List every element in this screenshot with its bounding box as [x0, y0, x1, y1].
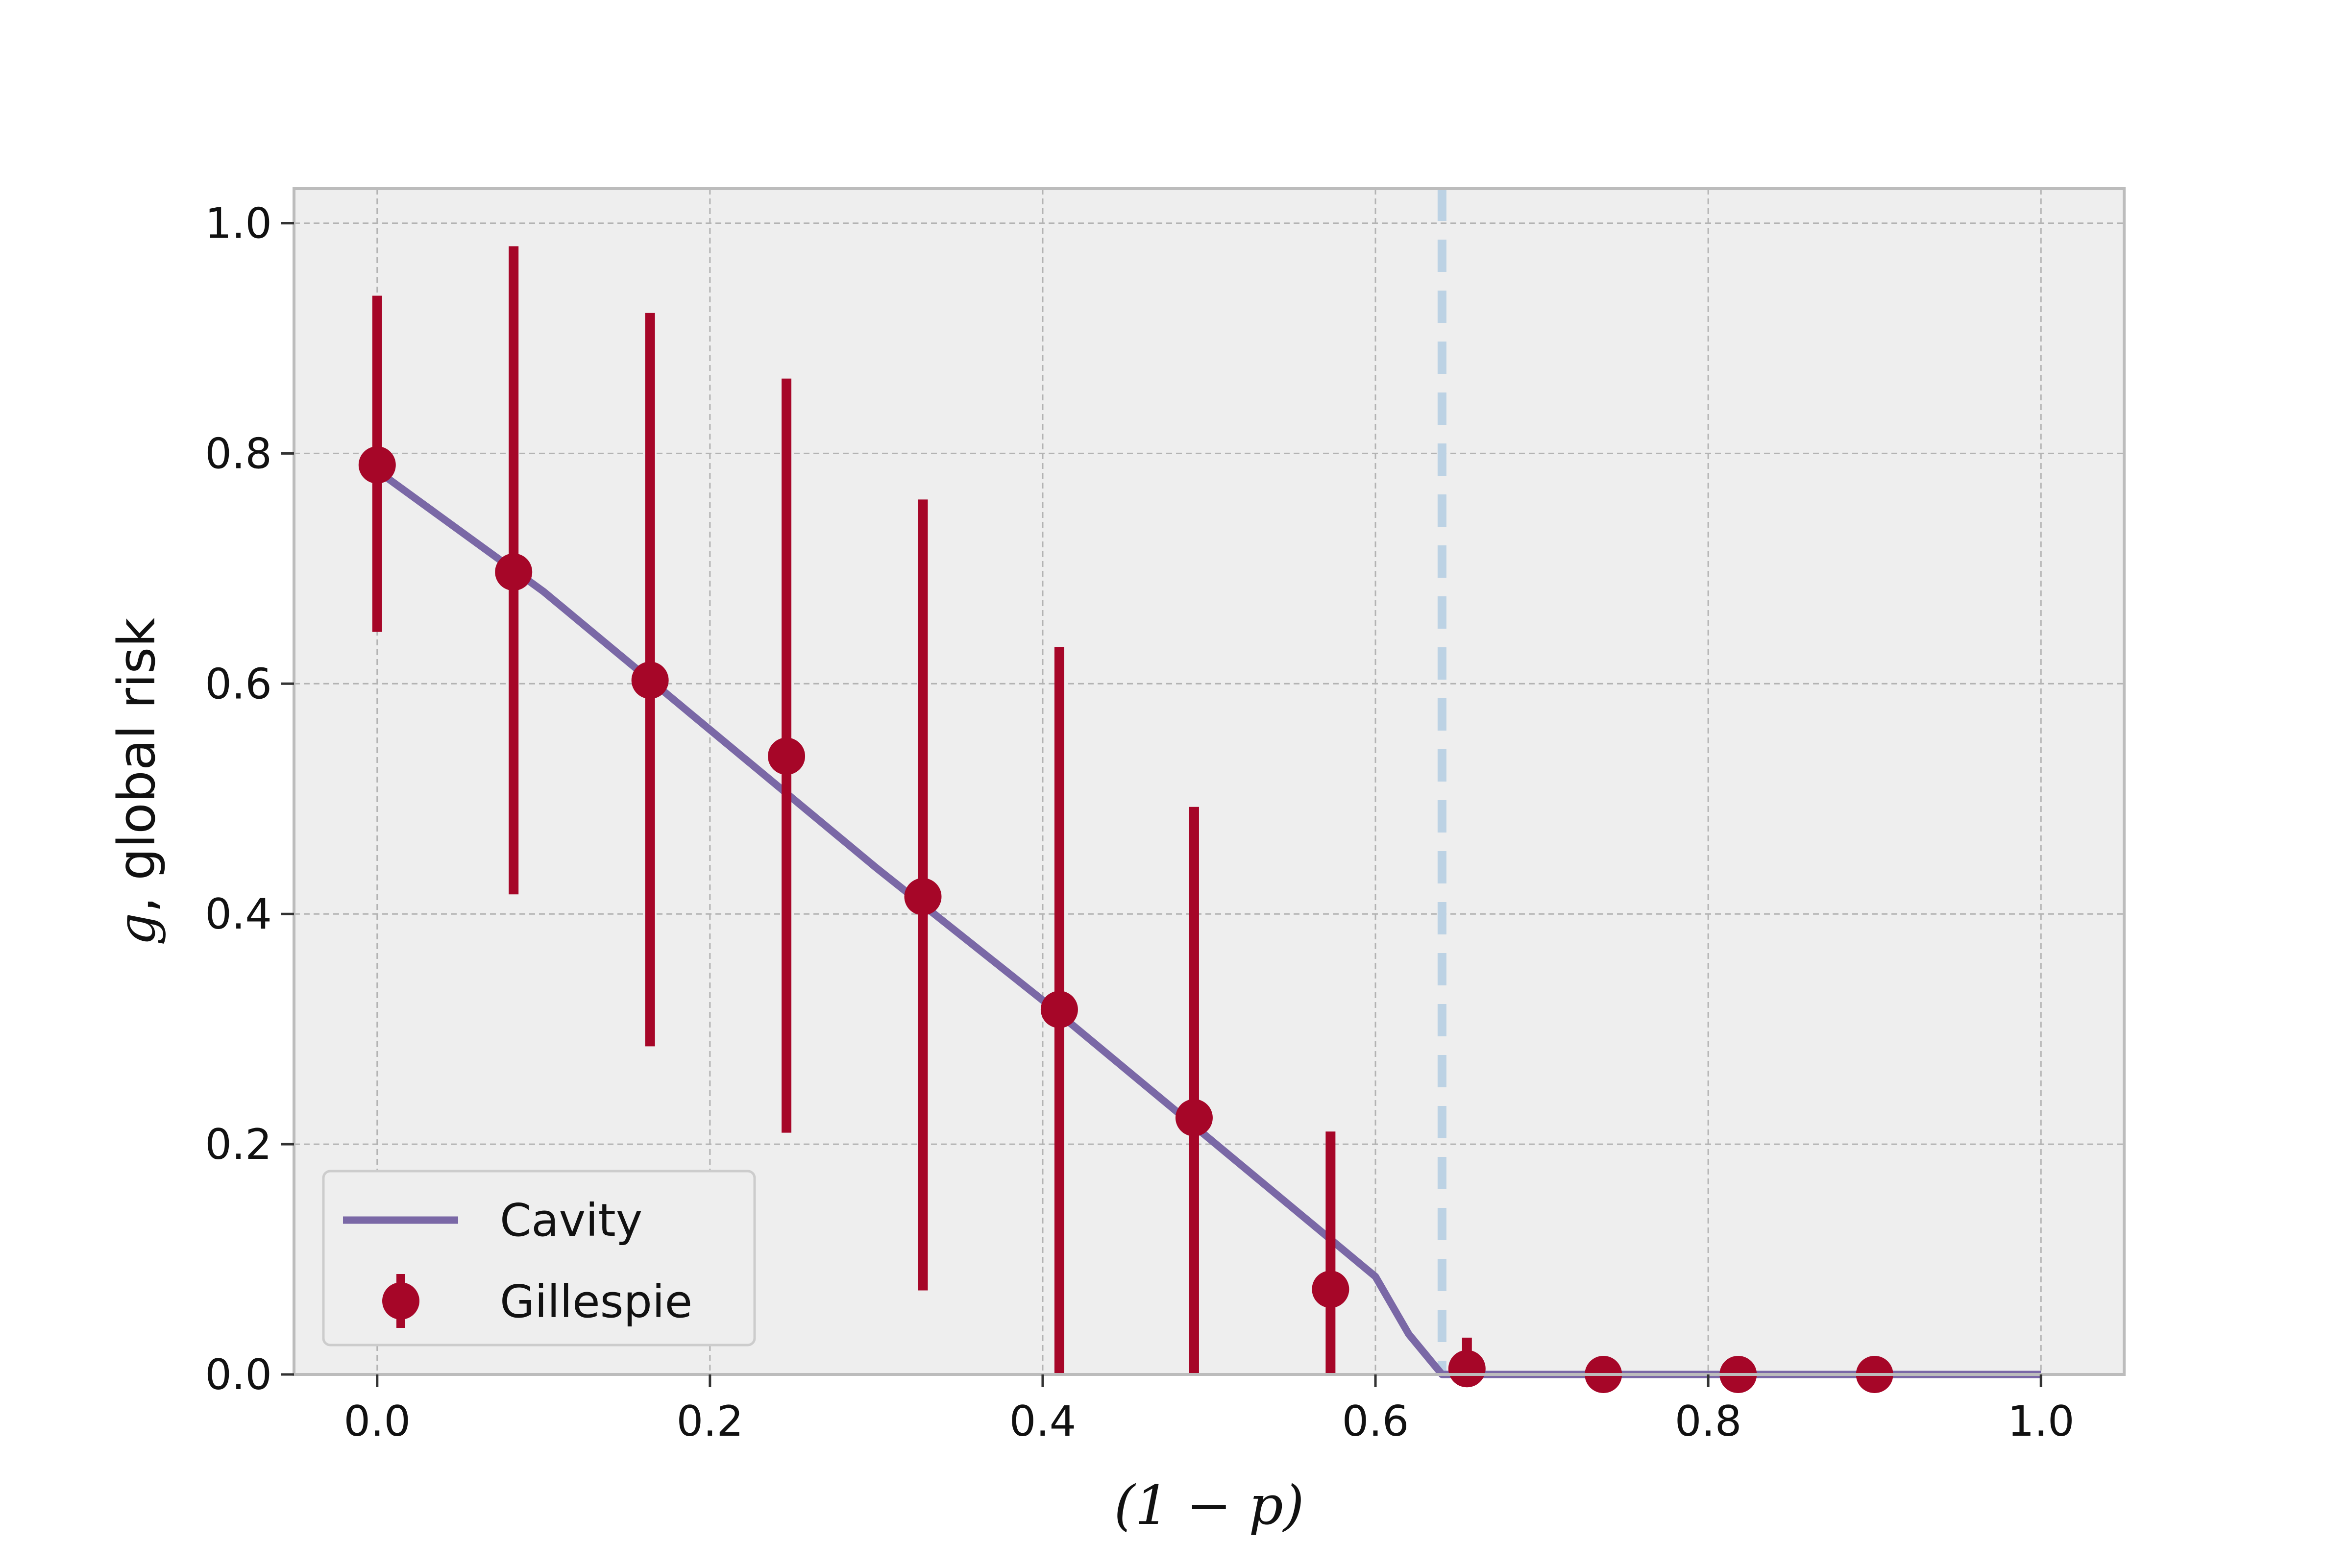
- y-axis: 0.0 0.2 0.4 0.6 0.8 1.0: [205, 199, 294, 1399]
- x-axis-label: (1 − p): [1114, 1474, 1304, 1537]
- svg-text:g, global risk: g, global risk: [107, 618, 167, 946]
- plot-frame: [293, 187, 2126, 1376]
- x-tick-label: 0.6: [1342, 1397, 1409, 1446]
- gillespie-point: [631, 662, 669, 699]
- x-tick-label: 0.8: [1675, 1397, 1742, 1446]
- legend-gillespie-label: Gillespie: [500, 1275, 692, 1328]
- y-axis-label-variable: g: [107, 913, 167, 946]
- y-axis-label: g, global risk: [107, 618, 167, 946]
- x-tick-label: 0.4: [1009, 1397, 1077, 1446]
- legend-gillespie-marker-swatch: [382, 1282, 419, 1320]
- gillespie-point: [495, 553, 533, 591]
- y-tick-label: 1.0: [205, 199, 272, 248]
- y-axis-label-text: , global risk: [107, 618, 167, 913]
- x-tick-label: 1.0: [2008, 1397, 2075, 1446]
- y-tick-label: 0.2: [205, 1120, 272, 1169]
- y-tick-label: 0.0: [205, 1350, 272, 1399]
- legend-cavity-label: Cavity: [500, 1194, 642, 1247]
- gillespie-point: [358, 446, 396, 484]
- y-tick-label: 0.8: [205, 429, 272, 478]
- gillespie-point: [1175, 1099, 1213, 1137]
- gillespie-point: [1040, 991, 1078, 1029]
- y-tick-label: 0.4: [205, 890, 272, 939]
- y-tick-label: 0.6: [205, 660, 272, 709]
- gillespie-point: [904, 878, 942, 915]
- gillespie-point: [1312, 1271, 1349, 1308]
- legend-box: [322, 1170, 756, 1347]
- gillespie-point: [768, 737, 806, 775]
- gillespie-point: [1448, 1350, 1486, 1388]
- x-tick-label: 0.0: [343, 1397, 411, 1446]
- gillespie-series: [358, 246, 1893, 1393]
- x-axis: 0.0 0.2 0.4 0.6 0.8 1.0: [343, 1374, 2075, 1446]
- x-tick-label: 0.2: [676, 1397, 743, 1446]
- legend: Cavity Gillespie: [322, 1170, 756, 1347]
